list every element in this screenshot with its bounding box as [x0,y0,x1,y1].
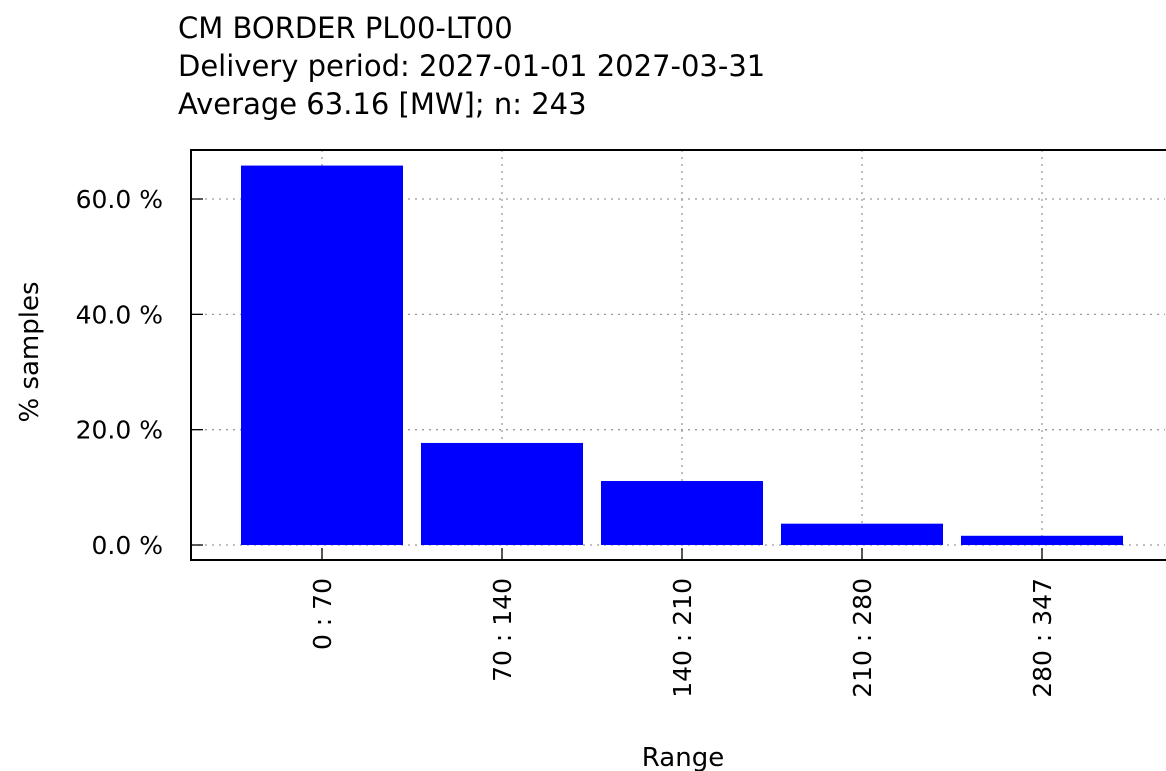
bar [601,480,763,546]
bar [961,535,1123,546]
y-tick-label: 0.0 % [92,531,163,560]
bar [241,165,403,546]
chart-subtitle: Average 63.16 [MW]; n: 243 [178,87,587,121]
chart-subtitle: Delivery period: 2027-01-01 2027-03-31 [178,49,765,83]
x-tick-label: 140 : 210 [668,578,697,698]
x-axis-label: Range [642,743,724,771]
x-tick-label: 0 : 70 [308,578,337,650]
x-tick-label: 210 : 280 [848,578,877,698]
x-tick-label: 70 : 140 [488,578,517,682]
y-tick-label: 20.0 % [76,416,163,445]
y-tick-label: 60.0 % [76,185,163,214]
bar [781,523,943,546]
x-tick-label: 280 : 347 [1028,578,1057,698]
chart-title: CM BORDER PL00-LT00 [178,11,513,45]
plot-frame [190,149,1166,561]
y-axis-label: % samples [15,281,45,422]
bar [421,442,583,546]
y-tick-label: 40.0 % [76,300,163,329]
